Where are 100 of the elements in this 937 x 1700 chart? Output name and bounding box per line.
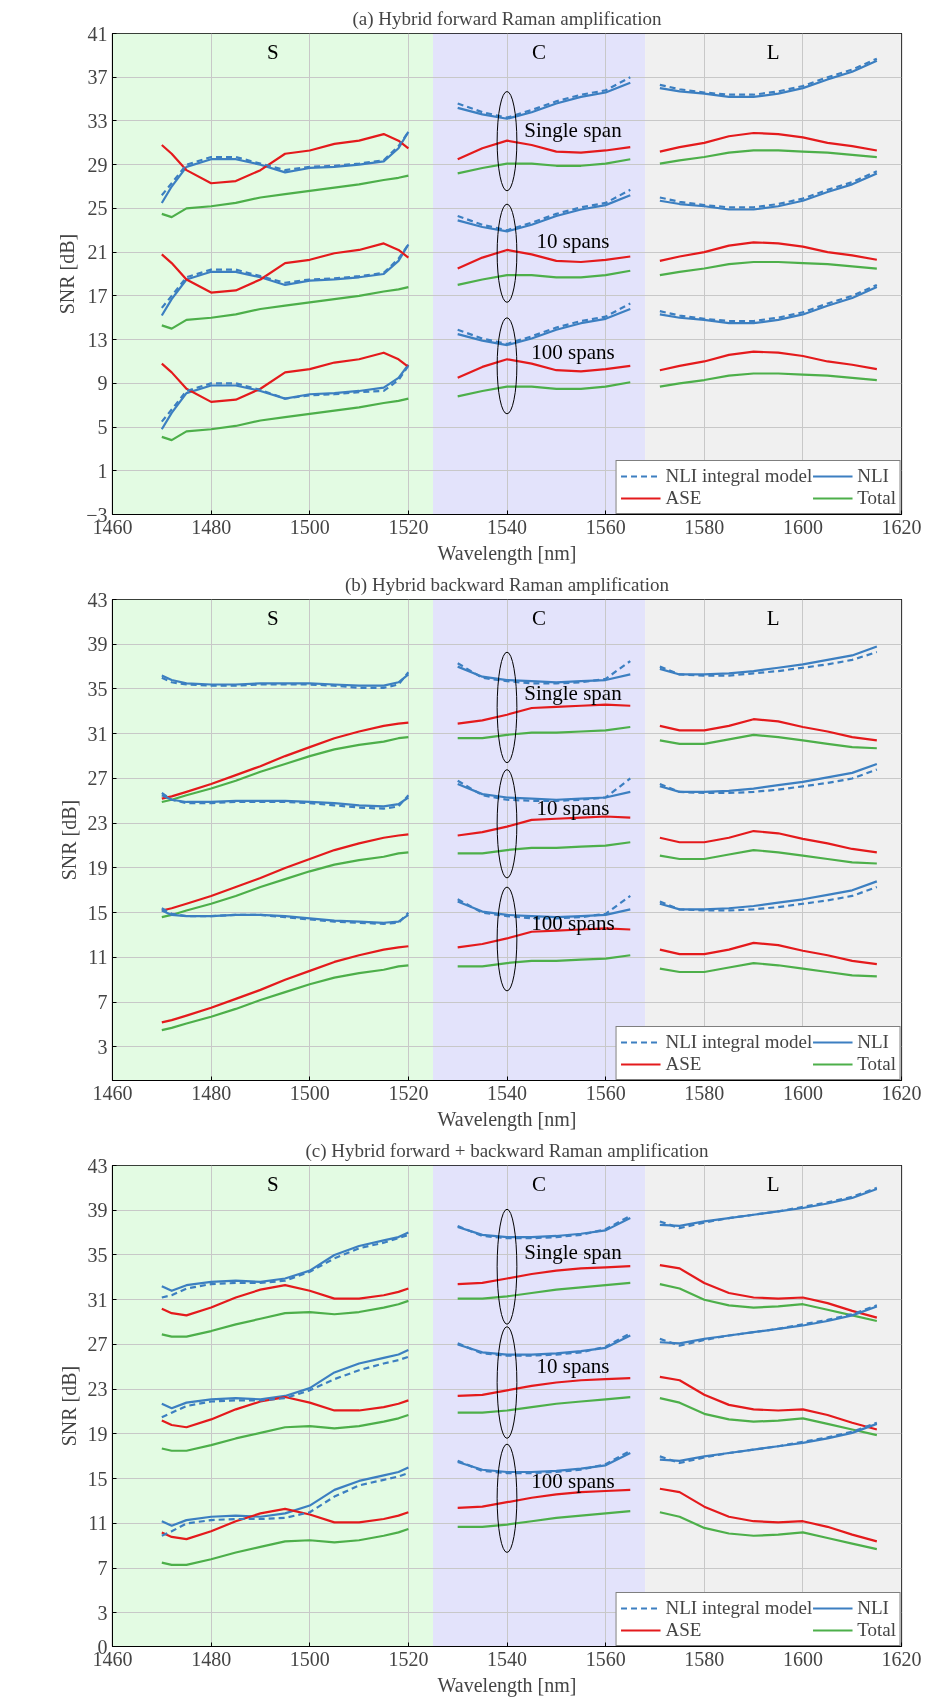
y-tick-label: 27 bbox=[87, 1333, 108, 1356]
x-tick-label: 1480 bbox=[191, 1081, 232, 1104]
y-tick-label: 43 bbox=[87, 588, 108, 611]
annotation: 10 spans bbox=[536, 1354, 610, 1379]
x-tick-label: 1560 bbox=[585, 1647, 626, 1670]
y-tick-label: 23 bbox=[87, 812, 108, 835]
line-series bbox=[658, 241, 878, 262]
x-tick-label: 1620 bbox=[881, 1081, 922, 1104]
line-series bbox=[658, 1282, 878, 1323]
line-series bbox=[160, 242, 410, 294]
x-tick-label: 1480 bbox=[191, 1647, 232, 1670]
y-tick-label: 15 bbox=[87, 1467, 108, 1490]
line-series bbox=[456, 841, 632, 855]
line-series bbox=[658, 131, 878, 153]
legend-label: NLI bbox=[857, 465, 889, 487]
y-tick-label: 35 bbox=[87, 1243, 108, 1266]
x-tick-label: 1600 bbox=[782, 1081, 823, 1104]
x-tick-label: 1500 bbox=[289, 1647, 330, 1670]
line-series bbox=[456, 269, 632, 287]
y-axis-title: SNR [dB] bbox=[57, 799, 80, 881]
x-tick-label: 1480 bbox=[191, 515, 232, 538]
x-tick-label: 1520 bbox=[388, 1081, 429, 1104]
line-series bbox=[456, 1281, 632, 1300]
annotation: Single span bbox=[524, 1239, 623, 1264]
y-tick-label: 19 bbox=[87, 856, 108, 879]
line-series bbox=[658, 733, 878, 750]
band-label: C bbox=[532, 39, 547, 64]
band-label: S bbox=[266, 605, 279, 630]
y-tick-label: 23 bbox=[87, 1378, 108, 1401]
x-tick-label: 1580 bbox=[684, 1647, 725, 1670]
y-tick-label: 41 bbox=[87, 22, 108, 45]
x-tick-label: 1540 bbox=[487, 1647, 527, 1670]
y-tick-label: 27 bbox=[87, 767, 108, 790]
line-series bbox=[658, 1511, 878, 1551]
line-series bbox=[160, 851, 410, 919]
band-label: L bbox=[766, 605, 780, 630]
legend-label: Total bbox=[857, 1053, 896, 1075]
y-tick-label: 35 bbox=[87, 677, 108, 700]
y-tick-label: 31 bbox=[87, 1288, 108, 1311]
y-tick-label: 19 bbox=[87, 1422, 108, 1445]
y-tick-label: 15 bbox=[87, 901, 108, 924]
x-tick-label: 1560 bbox=[585, 515, 626, 538]
x-tick-label: 1500 bbox=[289, 1081, 330, 1104]
y-tick-label: 3 bbox=[97, 1601, 108, 1624]
legend-label: NLI integral model bbox=[665, 465, 813, 487]
x-tick-label: 1460 bbox=[92, 1081, 133, 1104]
annotation: 100 spans bbox=[531, 1468, 615, 1493]
line-series bbox=[658, 372, 878, 388]
line-series bbox=[456, 1395, 632, 1414]
line-series bbox=[456, 659, 632, 685]
line-series bbox=[658, 961, 878, 978]
line-series bbox=[658, 941, 878, 966]
x-tick-label: 1520 bbox=[388, 515, 429, 538]
legend-label: NLI integral model bbox=[665, 1597, 813, 1619]
y-axis-title: SNR [dB] bbox=[56, 233, 79, 315]
line-series bbox=[160, 1395, 410, 1429]
y-tick-label: 13 bbox=[87, 328, 108, 351]
line-series bbox=[160, 286, 410, 330]
x-tick-label: 1600 bbox=[782, 515, 823, 538]
y-tick-label: 31 bbox=[87, 722, 108, 745]
y-tick-label: 1 bbox=[97, 459, 108, 482]
line-series bbox=[160, 1527, 410, 1566]
x-tick-label: 1560 bbox=[585, 1081, 626, 1104]
x-tick-label: 1620 bbox=[881, 515, 922, 538]
line-series bbox=[658, 260, 878, 277]
legend-label: ASE bbox=[665, 487, 702, 509]
line-series bbox=[160, 397, 410, 442]
line-series bbox=[456, 1510, 632, 1528]
annotation: 10 spans bbox=[536, 228, 610, 253]
band-label: S bbox=[266, 1171, 279, 1196]
y-tick-label: 39 bbox=[87, 1199, 108, 1222]
x-tick-label: 1580 bbox=[684, 515, 725, 538]
line-series bbox=[658, 1263, 878, 1319]
line-series bbox=[160, 1507, 410, 1541]
y-tick-label: 29 bbox=[87, 153, 108, 176]
legend-label: ASE bbox=[665, 1619, 702, 1641]
line-series bbox=[658, 848, 878, 865]
line-series bbox=[160, 735, 410, 804]
y-tick-label: 5 bbox=[97, 416, 108, 439]
annotation: Single span bbox=[524, 681, 623, 706]
annotation: Single span bbox=[524, 117, 623, 142]
line-series bbox=[456, 381, 632, 398]
x-axis-title: Wavelength [nm] bbox=[437, 1107, 577, 1131]
line-series bbox=[456, 188, 632, 232]
legend-label: NLI bbox=[857, 1597, 889, 1619]
x-tick-label: 1520 bbox=[388, 1647, 429, 1670]
line-series bbox=[160, 721, 410, 800]
line-series bbox=[160, 174, 410, 219]
band-label: C bbox=[532, 605, 547, 630]
x-axis-title: Wavelength [nm] bbox=[437, 1673, 577, 1697]
line-series bbox=[658, 1397, 878, 1437]
line-series bbox=[160, 1299, 410, 1338]
legend-label: Total bbox=[857, 487, 896, 509]
y-tick-label: 37 bbox=[87, 66, 108, 89]
line-series bbox=[456, 703, 632, 725]
line-series bbox=[456, 777, 632, 802]
y-tick-label: 11 bbox=[88, 946, 108, 969]
x-tick-label: 1580 bbox=[684, 1081, 725, 1104]
y-tick-label: 17 bbox=[87, 284, 108, 307]
y-tick-label: 7 bbox=[97, 991, 108, 1014]
